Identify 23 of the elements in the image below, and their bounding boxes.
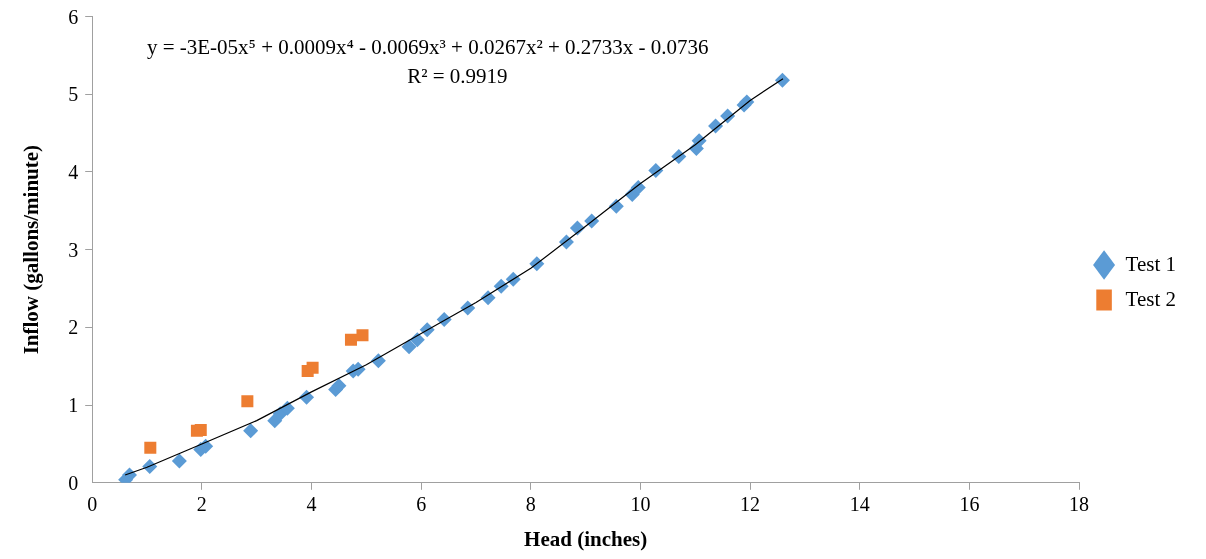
x-tick-label: 0 [87,492,98,515]
x-tick-label: 4 [306,492,317,515]
x-tick-label: 2 [196,492,207,515]
y-axis-title: Inflow (gallons/minute) [19,144,44,355]
annotation: R² = 0.9919 [407,64,508,89]
y-tick-label: 3 [68,238,79,261]
y-tick-label: 1 [68,394,79,417]
x-tick-label: 6 [416,492,427,515]
y-tick-label: 4 [68,160,79,183]
x-tick-label: 14 [849,492,870,515]
y-tick-label: 6 [68,5,79,28]
annotation: y = -3E-05x⁵ + 0.0009x⁴ - 0.0069x³ + 0.0267x² + 0.2733x - 0.0736 [146,35,709,60]
x-tick-label: 18 [1069,492,1090,515]
x-tick-label: 8 [525,492,536,515]
x-tick-label: 16 [959,492,980,515]
y-tick-label: 2 [68,316,79,339]
legend-label: Test 2 [1125,286,1177,311]
y-tick-label: 0 [68,471,79,494]
legend-label: Test 1 [1125,251,1177,276]
x-tick-label: 10 [630,492,651,515]
x-axis-title: Head (inches) [524,526,648,551]
y-tick-label: 5 [68,83,79,106]
x-tick-label: 12 [740,492,761,515]
